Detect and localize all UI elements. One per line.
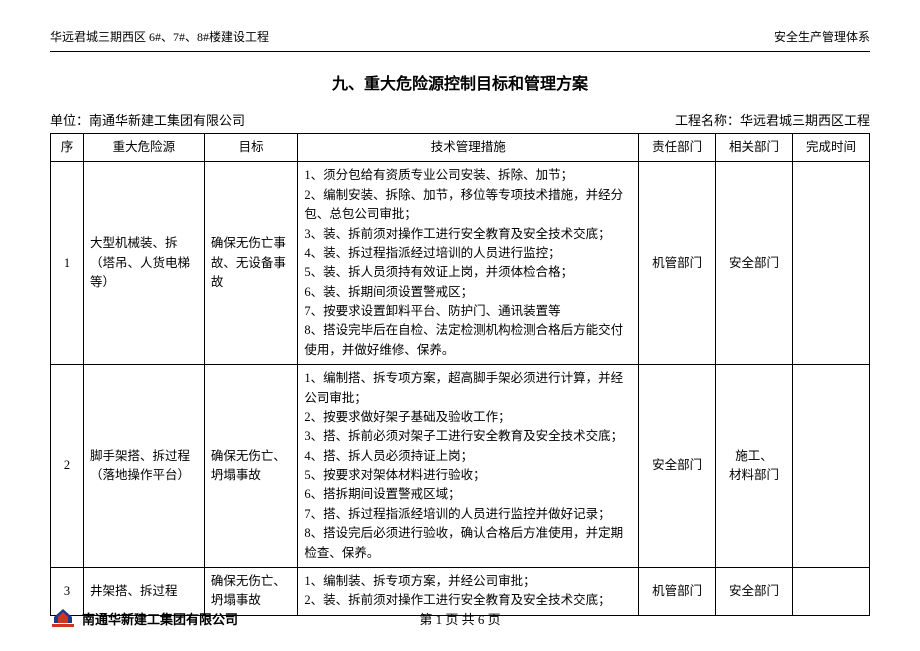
col-resp: 责任部门 xyxy=(639,134,716,162)
footer-pager: 第 1 页 共 6 页 xyxy=(419,609,500,628)
table-cell: 施工、 材料部门 xyxy=(716,365,793,568)
footer-company: 南通华新建工集团有限公司 xyxy=(82,609,238,628)
header-right: 安全生产管理体系 xyxy=(774,28,870,45)
table-row: 2脚手架搭、拆过程（落地操作平台）确保无伤亡、坍塌事故1、编制搭、拆专项方案，超… xyxy=(51,365,870,568)
company-logo xyxy=(50,607,76,629)
table-row: 1大型机械装、拆（塔吊、人货电梯等）确保无伤亡事故、无设备事故1、须分包给有资质… xyxy=(51,162,870,365)
col-hazard: 重大危险源 xyxy=(83,134,204,162)
table-cell: 机管部门 xyxy=(639,162,716,365)
col-related: 相关部门 xyxy=(716,134,793,162)
table-cell: 大型机械装、拆（塔吊、人货电梯等） xyxy=(83,162,204,365)
header-left: 华远君城三期西区 6#、7#、8#楼建设工程 xyxy=(50,28,269,45)
col-no: 序 xyxy=(51,134,84,162)
table-cell: 1、编制搭、拆专项方案，超高脚手架必须进行计算，并经公司审批； 2、按要求做好架… xyxy=(298,365,639,568)
col-target: 目标 xyxy=(204,134,297,162)
col-measures: 技术管理措施 xyxy=(298,134,639,162)
table-cell xyxy=(792,162,869,365)
col-done: 完成时间 xyxy=(792,134,869,162)
unit: 单位：南通华新建工集团有限公司 xyxy=(50,110,245,129)
meta-row: 单位：南通华新建工集团有限公司 工程名称：华远君城三期西区工程 xyxy=(50,110,870,129)
table-cell: 确保无伤亡、坍塌事故 xyxy=(204,365,297,568)
project: 工程名称：华远君城三期西区工程 xyxy=(675,110,870,129)
table-cell: 2 xyxy=(51,365,84,568)
page-header: 华远君城三期西区 6#、7#、8#楼建设工程 安全生产管理体系 xyxy=(50,28,870,52)
hazard-table: 序 重大危险源 目标 技术管理措施 责任部门 相关部门 完成时间 1大型机械装、… xyxy=(50,133,870,616)
table-cell: 安全部门 xyxy=(716,162,793,365)
page-footer: 南通华新建工集团有限公司 第 1 页 共 6 页 xyxy=(50,607,870,629)
table-cell: 1 xyxy=(51,162,84,365)
table-cell: 安全部门 xyxy=(639,365,716,568)
table-cell: 1、须分包给有资质专业公司安装、拆除、加节； 2、编制安装、拆除、加节，移位等专… xyxy=(298,162,639,365)
table-cell xyxy=(792,365,869,568)
table-cell: 脚手架搭、拆过程（落地操作平台） xyxy=(83,365,204,568)
table-header-row: 序 重大危险源 目标 技术管理措施 责任部门 相关部门 完成时间 xyxy=(51,134,870,162)
doc-title: 九、重大危险源控制目标和管理方案 xyxy=(50,70,870,94)
table-cell: 确保无伤亡事故、无设备事故 xyxy=(204,162,297,365)
